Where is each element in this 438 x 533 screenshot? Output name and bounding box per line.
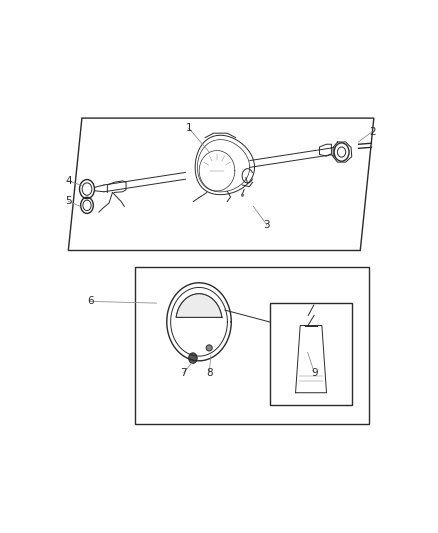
Text: 9: 9 <box>311 368 318 378</box>
Text: 1: 1 <box>186 123 192 133</box>
Text: 7: 7 <box>180 368 187 378</box>
Text: 5: 5 <box>65 196 72 206</box>
Text: 3: 3 <box>264 220 270 230</box>
Text: 8: 8 <box>206 368 212 378</box>
Text: 4: 4 <box>65 176 72 186</box>
Ellipse shape <box>241 194 244 196</box>
Polygon shape <box>189 353 197 363</box>
Bar <box>134 268 369 424</box>
Text: 6: 6 <box>87 296 94 306</box>
Polygon shape <box>176 294 222 317</box>
Bar <box>270 303 352 405</box>
Ellipse shape <box>206 345 212 351</box>
Text: 2: 2 <box>369 127 375 136</box>
